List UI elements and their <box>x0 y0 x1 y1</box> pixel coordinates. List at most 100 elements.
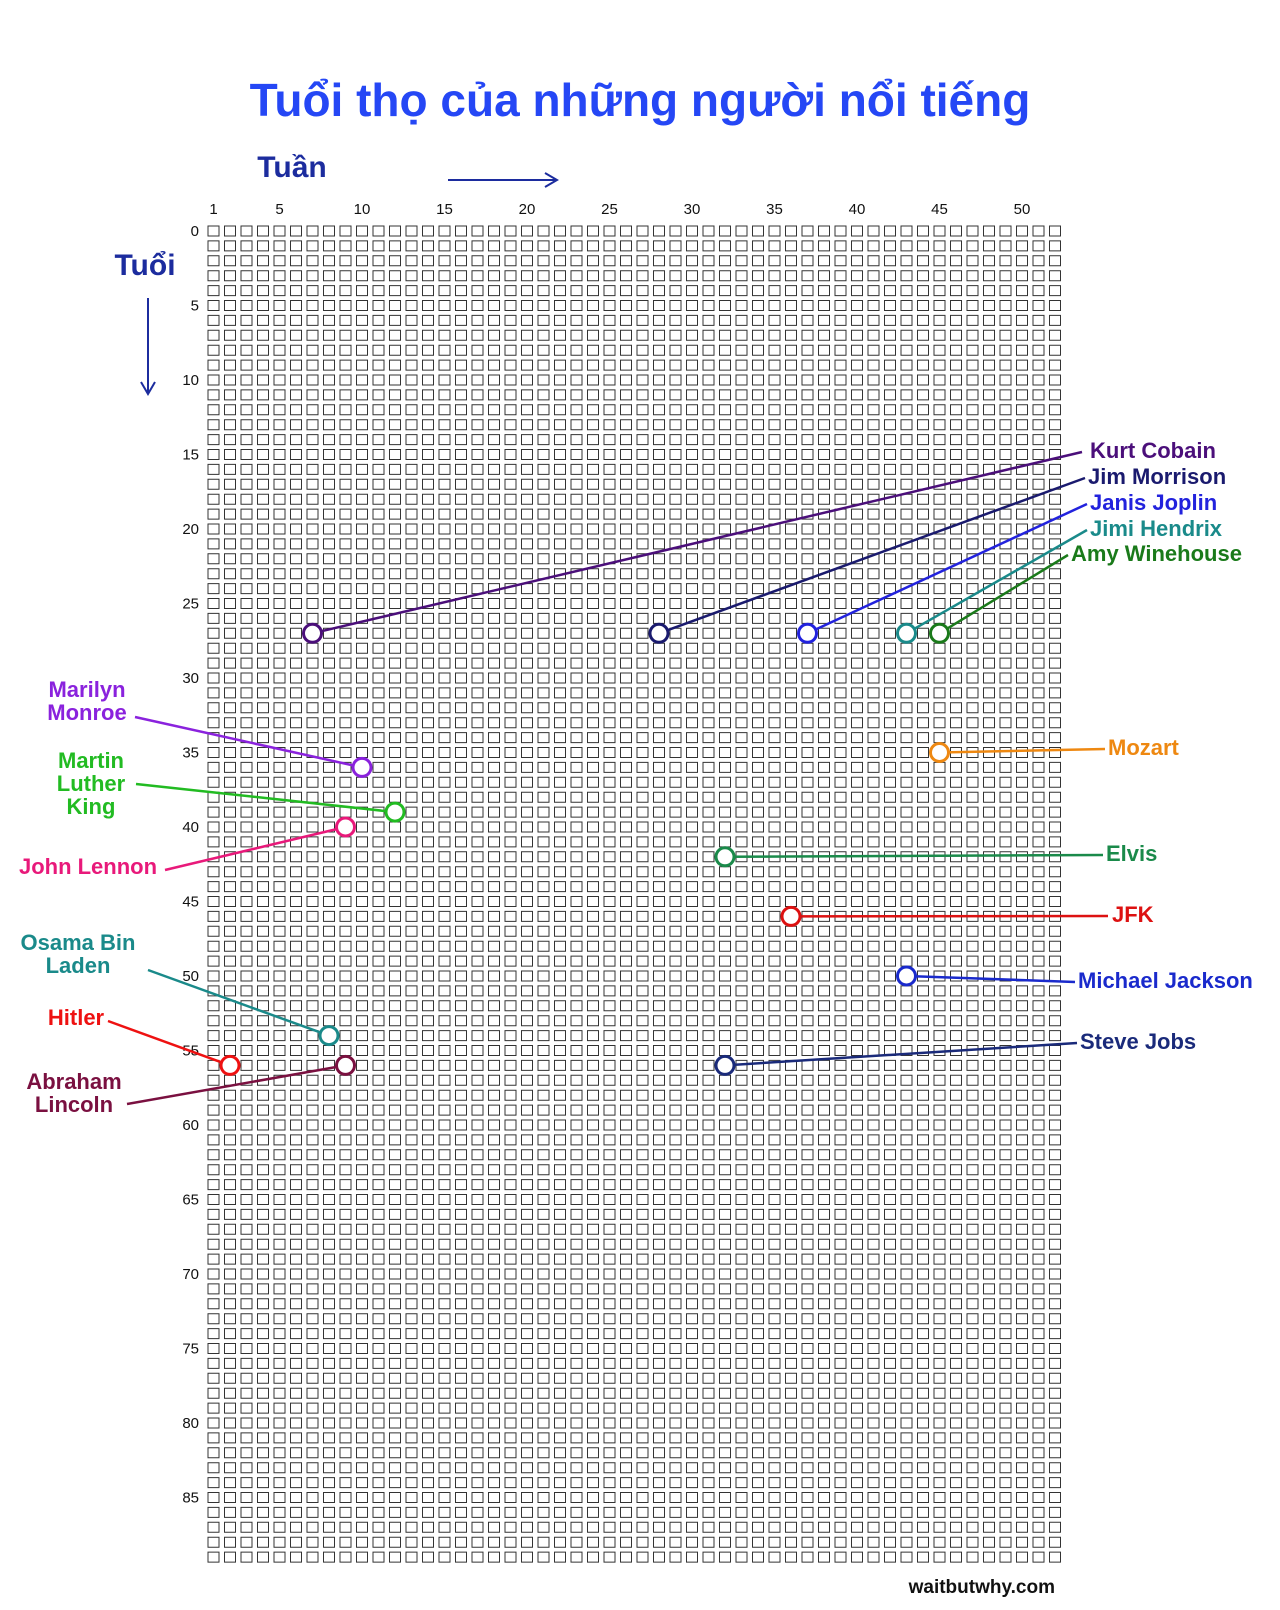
leader-line <box>134 715 363 769</box>
x-tick-label: 35 <box>766 201 783 218</box>
point-label: Elvis <box>1106 841 1157 866</box>
point-label: John Lennon <box>19 854 157 879</box>
point-circle <box>797 622 818 644</box>
leader-line <box>658 476 1086 635</box>
person-marker: John Lennon <box>19 816 356 879</box>
leader-line <box>906 974 1076 984</box>
y-tick-label: 80 <box>182 1415 199 1432</box>
y-tick-label: 60 <box>182 1117 199 1134</box>
point-circle <box>384 801 406 823</box>
y-axis-label: Tuổi <box>114 249 175 282</box>
person-marker: Janis Joplin <box>797 490 1217 644</box>
y-tick-label: 5 <box>191 298 199 315</box>
leader-line <box>938 553 1069 635</box>
x-tick-label: 5 <box>275 201 283 218</box>
person-marker: Elvis <box>714 841 1157 868</box>
point-label: Osama Bin Laden <box>21 930 136 978</box>
y-tick-label: 85 <box>182 1490 199 1507</box>
point-circle <box>335 816 356 838</box>
y-tick-label: 70 <box>182 1266 199 1283</box>
point-circle <box>929 622 950 644</box>
point-label: Janis Joplin <box>1090 490 1217 515</box>
y-tick-label: 30 <box>182 670 199 687</box>
leader-line <box>905 528 1088 635</box>
week-grid <box>207 225 1061 1563</box>
point-label: Michael Jackson <box>1078 968 1253 993</box>
leader-line <box>806 502 1088 635</box>
x-tick-label: 25 <box>601 201 618 218</box>
point-circle <box>648 622 670 644</box>
x-tick-label: 15 <box>436 201 453 218</box>
point-circle <box>780 905 802 927</box>
y-tick-label: 0 <box>191 223 199 240</box>
leader-line <box>107 1019 231 1067</box>
grid-cells <box>207 225 1061 1563</box>
chart-title: Tuổi thọ của những người nổi tiếng <box>250 74 1031 126</box>
point-label: Jim Morrison <box>1088 464 1226 489</box>
person-marker: Martin Luther King <box>57 748 406 823</box>
source-credit: waitbutwhy.com <box>908 1577 1055 1598</box>
x-tick-label: 20 <box>519 201 536 218</box>
point-label: Amy Winehouse <box>1071 541 1242 566</box>
leader-line <box>724 1041 1078 1067</box>
y-tick-label: 50 <box>182 968 199 985</box>
x-tick-labels: 1 5 10 15 20 25 30 35 40 45 50 <box>209 201 1030 218</box>
y-tick-label: 20 <box>182 521 199 538</box>
x-tick-label: 30 <box>684 201 701 218</box>
x-tick-label: 40 <box>849 201 866 218</box>
leader-line <box>147 968 330 1037</box>
point-circle <box>302 622 323 644</box>
x-tick-label: 45 <box>931 201 948 218</box>
point-label: Hitler <box>48 1005 105 1030</box>
x-axis-arrow <box>448 172 559 188</box>
point-circle <box>335 1054 356 1076</box>
x-tick-label: 10 <box>354 201 371 218</box>
person-marker: Amy Winehouse <box>929 541 1242 644</box>
y-tick-label: 75 <box>182 1341 199 1358</box>
leader-line <box>724 853 1104 859</box>
x-tick-label: 1 <box>209 201 217 218</box>
point-label: Marilyn Monroe <box>47 677 126 725</box>
person-marker: Steve Jobs <box>714 1029 1196 1076</box>
x-tick-label: 50 <box>1014 201 1031 218</box>
y-tick-labels: 0510152025303540455055606570758085 <box>182 223 199 1507</box>
y-axis-arrow <box>140 298 156 396</box>
person-marker: Hitler <box>48 1005 241 1076</box>
person-marker: Osama Bin Laden <box>21 930 340 1047</box>
point-circle <box>929 742 950 763</box>
person-marker: Jim Morrison <box>648 464 1226 644</box>
point-circle <box>896 622 917 644</box>
person-marker: Mozart <box>929 735 1180 763</box>
y-tick-label: 15 <box>182 447 199 464</box>
point-label: Abraham Lincoln <box>26 1069 121 1117</box>
leader-line <box>164 825 346 872</box>
person-marker: Kurt Cobain <box>302 438 1216 644</box>
point-circle <box>351 756 373 778</box>
point-circle <box>714 1054 736 1076</box>
point-circle <box>219 1054 241 1076</box>
person-marker: Michael Jackson <box>896 965 1253 993</box>
leader-line <box>939 747 1106 754</box>
y-tick-label: 25 <box>182 596 199 613</box>
y-tick-label: 45 <box>182 894 199 911</box>
point-label: Kurt Cobain <box>1090 438 1216 463</box>
person-marker: Abraham Lincoln <box>26 1054 356 1117</box>
leader-line <box>126 1064 346 1106</box>
y-tick-label: 10 <box>182 372 199 389</box>
point-label: Steve Jobs <box>1080 1029 1196 1054</box>
person-marker: Jimi Hendrix <box>896 516 1223 644</box>
person-marker: Marilyn Monroe <box>47 677 373 778</box>
person-marker: JFK <box>780 902 1154 927</box>
point-label: Martin Luther King <box>57 748 126 819</box>
point-circle <box>318 1025 340 1047</box>
point-circle <box>896 965 917 987</box>
point-circle <box>714 846 736 868</box>
point-label: JFK <box>1112 902 1154 927</box>
point-label: Jimi Hendrix <box>1090 516 1223 541</box>
x-axis-label: Tuần <box>257 151 326 184</box>
y-tick-label: 65 <box>182 1192 199 1209</box>
leader-line <box>312 450 1083 635</box>
leader-line <box>135 782 396 814</box>
